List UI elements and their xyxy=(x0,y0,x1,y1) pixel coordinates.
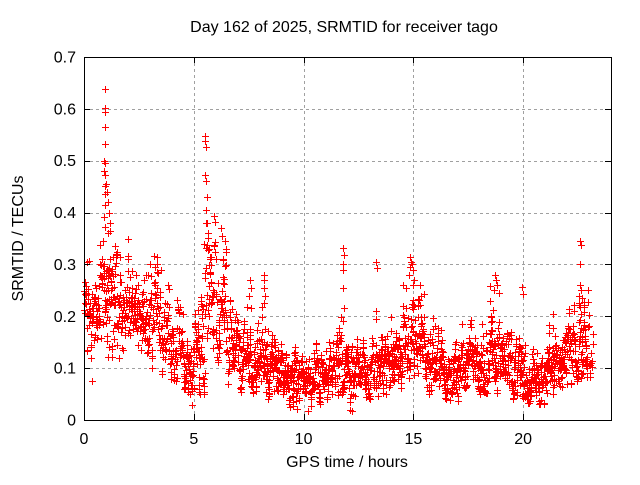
x-tick-label: 5 xyxy=(189,431,198,448)
tick-labels: 0 5 10 15 20 0 0.1 0.2 0.3 0.4 0.5 0.6 0.7 xyxy=(54,50,532,449)
y-tick-label: 0.2 xyxy=(54,309,76,326)
y-axis-label: SRMTID / TECUs xyxy=(10,176,27,302)
gridlines xyxy=(84,57,611,420)
y-tick-label: 0.1 xyxy=(54,361,76,378)
x-axis-label: GPS time / hours xyxy=(286,454,408,471)
y-tick-label: 0.5 xyxy=(54,153,76,170)
x-tick-label: 10 xyxy=(295,431,313,448)
plot-border xyxy=(84,57,612,421)
y-tick-label: 0 xyxy=(67,413,76,430)
x-tick-label: 20 xyxy=(514,431,532,448)
chart-title: Day 162 of 2025, SRMTID for receiver tag… xyxy=(190,19,498,36)
y-tick-label: 0.7 xyxy=(54,50,76,67)
y-tick-label: 0.4 xyxy=(54,205,76,222)
y-tick-label: 0.3 xyxy=(54,257,76,274)
y-tick-label: 0.6 xyxy=(54,101,76,118)
x-tick-label: 15 xyxy=(404,431,422,448)
x-tick-label: 0 xyxy=(80,431,89,448)
